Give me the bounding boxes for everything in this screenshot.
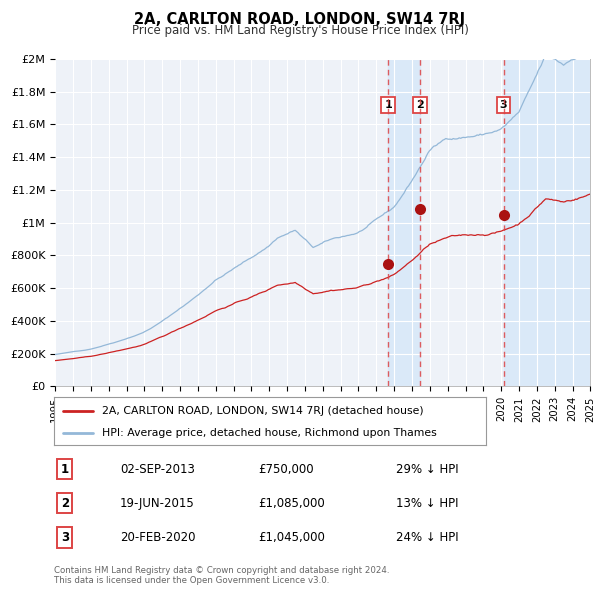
Text: 3: 3	[500, 100, 508, 110]
Text: 2: 2	[61, 497, 69, 510]
Text: 19-JUN-2015: 19-JUN-2015	[120, 497, 195, 510]
Bar	[388, 59, 420, 386]
Text: 24% ↓ HPI: 24% ↓ HPI	[396, 531, 458, 544]
Text: 1: 1	[385, 100, 392, 110]
Text: 20-FEB-2020: 20-FEB-2020	[120, 531, 196, 544]
Text: 3: 3	[61, 531, 69, 544]
Text: HPI: Average price, detached house, Richmond upon Thames: HPI: Average price, detached house, Rich…	[101, 428, 436, 438]
Text: 13% ↓ HPI: 13% ↓ HPI	[396, 497, 458, 510]
Text: Price paid vs. HM Land Registry's House Price Index (HPI): Price paid vs. HM Land Registry's House …	[131, 24, 469, 37]
Text: £1,045,000: £1,045,000	[258, 531, 325, 544]
Text: 1: 1	[61, 463, 69, 476]
Text: £750,000: £750,000	[258, 463, 314, 476]
Text: 2A, CARLTON ROAD, LONDON, SW14 7RJ: 2A, CARLTON ROAD, LONDON, SW14 7RJ	[134, 12, 466, 27]
Bar	[503, 59, 590, 386]
Text: 2: 2	[416, 100, 424, 110]
Text: £1,085,000: £1,085,000	[258, 497, 325, 510]
Text: 02-SEP-2013: 02-SEP-2013	[120, 463, 195, 476]
Text: 29% ↓ HPI: 29% ↓ HPI	[396, 463, 458, 476]
Text: Contains HM Land Registry data © Crown copyright and database right 2024.
This d: Contains HM Land Registry data © Crown c…	[54, 566, 389, 585]
Text: 2A, CARLTON ROAD, LONDON, SW14 7RJ (detached house): 2A, CARLTON ROAD, LONDON, SW14 7RJ (deta…	[101, 405, 423, 415]
